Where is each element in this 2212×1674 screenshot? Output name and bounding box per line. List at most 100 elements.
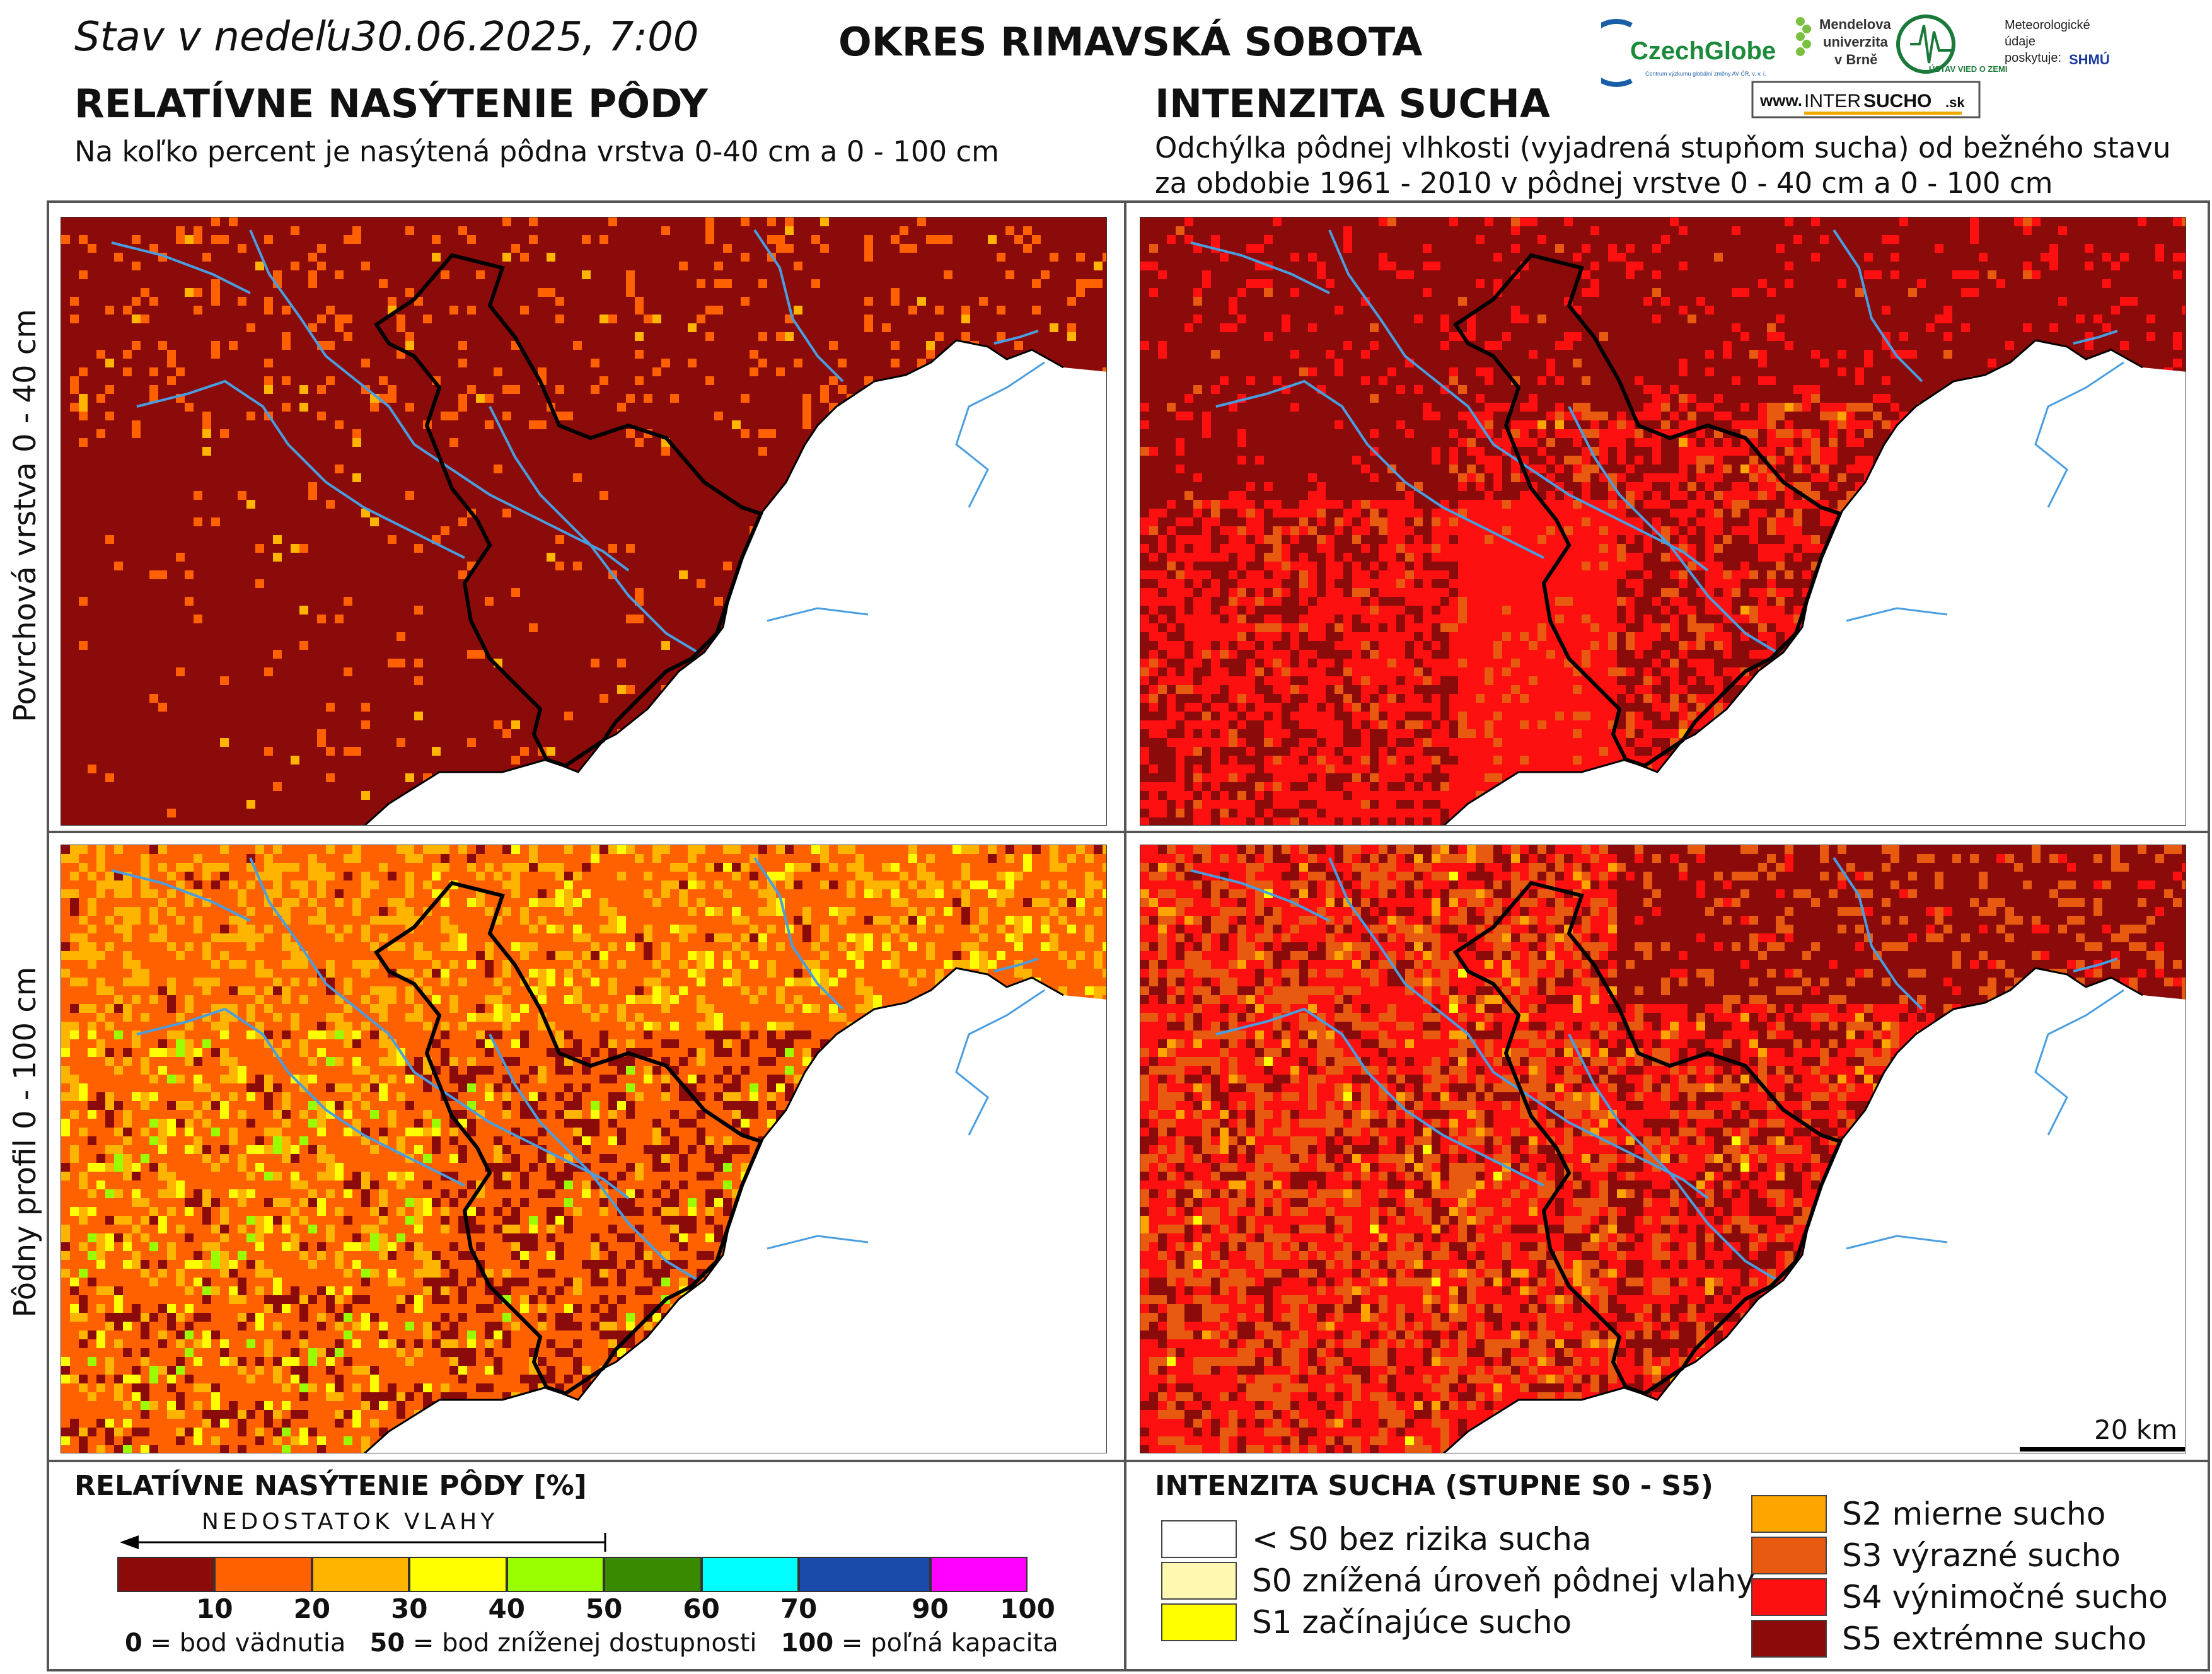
scale-bar-label: 20 km	[2094, 1414, 2178, 1445]
saturation-section-subtitle: Na koľko percent je nasýtená pôdna vrstv…	[74, 135, 999, 168]
ustav-name: ÚSTAV VIED O ZEMI	[1929, 64, 2007, 74]
out-of-area-mask	[1444, 340, 2186, 825]
map-drought-profile-canvas	[1140, 845, 2186, 1453]
saturation-tick-label: 90	[912, 1593, 949, 1624]
out-of-area-mask	[1444, 968, 2186, 1453]
map-drought-topsoil-canvas	[1140, 217, 2186, 825]
state-border	[1442, 967, 2143, 1453]
drought-legend-label: S4 výnimočné sucho	[1842, 1579, 2168, 1615]
drought-legend-swatch	[1751, 1578, 1827, 1616]
saturation-color-bar	[117, 1557, 1028, 1592]
river	[1846, 607, 1948, 622]
river	[1846, 1235, 1948, 1250]
saturation-swatch	[214, 1557, 312, 1592]
note-c-text: = poľná kapacita	[833, 1629, 1058, 1658]
saturation-section-title: RELATÍVNE NASÝTENIE PÔDY	[74, 81, 708, 127]
river	[767, 1235, 869, 1250]
legend-divider	[1124, 1460, 1126, 1671]
intersucho-a: INTER	[1804, 91, 1861, 112]
drought-legend-item: S2 mierne sucho	[1751, 1495, 2105, 1533]
drought-legend-item: S3 výrazné sucho	[1751, 1537, 2121, 1574]
river	[1190, 869, 1330, 922]
frame-divider-middle	[47, 831, 2210, 833]
saturation-swatch	[409, 1557, 507, 1592]
intersucho-c: .sk	[1945, 95, 1965, 110]
frame-divider-legend	[47, 1460, 2210, 1462]
map-drought-profile	[1140, 845, 2186, 1453]
note-a-num: 0	[125, 1629, 142, 1658]
drought-legend-item: S1 začínajúce sucho	[1161, 1603, 1572, 1641]
logos-svg: CzechGlobe Centrum výzkumu globální změn…	[1582, 14, 2110, 118]
state-border	[363, 339, 1064, 825]
map-saturation-topsoil	[61, 217, 1107, 826]
intersucho-b: SUCHO	[1863, 91, 1931, 112]
saturation-tick-label: 100	[1000, 1593, 1055, 1624]
river	[2073, 957, 2118, 973]
drought-legend-label: S0 znížená úroveň pôdnej vlahy	[1252, 1562, 1755, 1599]
river	[489, 1034, 699, 1281]
intersucho-prefix: www.	[1759, 91, 1802, 110]
drought-legend-swatch	[1751, 1495, 1827, 1533]
scale-bar	[2020, 1447, 2185, 1452]
river	[136, 379, 465, 559]
map-drought-topsoil	[1140, 217, 2186, 826]
drought-legend-label: S2 mierne sucho	[1842, 1496, 2106, 1532]
drought-legend-label: < S0 bez rizika sucha	[1252, 1521, 1592, 1557]
saturation-note: 0 = bod vädnutia 50 = bod zníženej dostu…	[125, 1629, 1058, 1658]
drought-legend-title: INTENZITA SUCHA (STUPNE S0 - S5)	[1155, 1470, 1713, 1502]
drought-legend-item: S0 znížená úroveň pôdnej vlahy	[1161, 1562, 1755, 1600]
drought-legend-label: S1 začínajúce sucho	[1252, 1604, 1572, 1641]
saturation-tick-label: 40	[488, 1593, 525, 1624]
district-title: OKRES RIMAVSKÁ SOBOTA	[838, 19, 1423, 65]
date-heading: Stav v nedeľu30.06.2025, 7:00	[74, 14, 699, 61]
river	[1568, 406, 1778, 654]
river	[955, 361, 1045, 508]
drought-section-subtitle-1: Odchýlka pôdnej vlhkosti (vyjadrená stup…	[1155, 131, 2171, 165]
saturation-tick-label: 60	[683, 1593, 720, 1624]
shmu-name: SHMÚ	[2069, 52, 2110, 67]
mendel-logo: Mendelova univerzita v Brně	[1796, 16, 1891, 67]
partner-logos: CzechGlobe Centrum výzkumu globální změn…	[1582, 6, 2150, 120]
river	[249, 229, 630, 572]
saturation-swatch	[701, 1557, 799, 1592]
map-saturation-profile-canvas	[61, 845, 1106, 1453]
drought-section-title: INTENZITA SUCHA	[1155, 81, 1550, 127]
drought-legend-swatch	[1751, 1620, 1827, 1658]
river	[753, 229, 844, 383]
saturation-tick-label: 50	[585, 1593, 623, 1624]
river	[753, 857, 844, 1010]
river	[2073, 330, 2118, 345]
mendel-line1: Mendelova	[1819, 16, 1891, 32]
czechglobe-name: CzechGlobe	[1630, 37, 1776, 65]
shmu-logo: Meteorologické údaje poskytuje: SHMÚ	[2005, 18, 2110, 67]
saturation-tick-label: 30	[391, 1593, 428, 1624]
meteo-line2: údaje	[2005, 35, 2035, 49]
map-saturation-profile	[61, 845, 1107, 1453]
map-frame	[47, 200, 2210, 1671]
river	[1568, 1034, 1778, 1281]
saturation-swatch	[604, 1557, 702, 1592]
drought-legend-label: S3 výrazné sucho	[1842, 1537, 2121, 1574]
saturation-tick-label: 70	[780, 1593, 818, 1624]
date-prefix: Stav v nedeľu	[74, 14, 352, 61]
river	[1215, 379, 1544, 559]
saturation-tick-label: 20	[293, 1593, 331, 1624]
drought-legend-item: < S0 bez rizika sucha	[1161, 1520, 1592, 1558]
meteo-line3: poskytuje:	[2005, 51, 2061, 65]
meteo-line1: Meteorologické	[2005, 18, 2090, 32]
saturation-arrow-label: NEDOSTATOK VLAHY	[202, 1509, 499, 1535]
saturation-tick-label: 10	[196, 1593, 233, 1624]
saturation-ticks: 10 20 30 40 50 60 70 90 100	[117, 1593, 1055, 1625]
czechglobe-logo: CzechGlobe Centrum výzkumu globální změn…	[1582, 19, 1776, 87]
river	[1328, 857, 1709, 1199]
river	[2034, 989, 2124, 1136]
drought-section-subtitle-2: za obdobie 1961 - 2010 v pôdnej vrstve 0…	[1155, 166, 2053, 200]
river	[1215, 1007, 1544, 1187]
river	[2034, 361, 2124, 508]
drought-legend-swatch	[1161, 1520, 1237, 1558]
note-c-num: 100	[780, 1629, 834, 1658]
state-border	[363, 967, 1064, 1453]
river	[111, 241, 251, 294]
note-b-num: 50	[369, 1629, 405, 1658]
note-b-text: = bod zníženej dostupnosti	[405, 1629, 757, 1658]
